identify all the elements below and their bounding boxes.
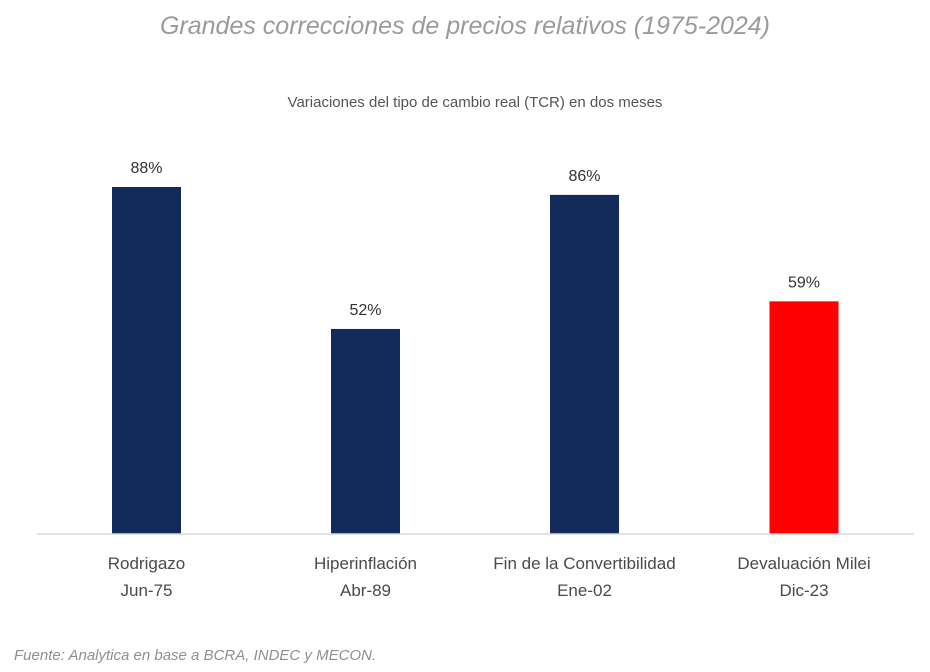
category-date-2: Abr-89	[340, 581, 391, 600]
bar-chart: Variaciones del tipo de cambio real (TCR…	[37, 94, 914, 600]
bar-1	[112, 187, 181, 534]
value-label-4: 59%	[788, 274, 820, 291]
category-label-3: Fin de la Convertibilidad	[493, 554, 675, 573]
bar-4	[769, 301, 839, 534]
category-date-4: Dic-23	[779, 581, 828, 600]
value-label-3: 86%	[568, 168, 600, 185]
category-label-1: Rodrigazo	[108, 554, 186, 573]
category-date-1: Jun-75	[121, 581, 173, 600]
value-label-2: 52%	[349, 302, 381, 319]
bar-2	[331, 328, 400, 534]
category-label-4: Devaluación Milei	[737, 554, 870, 573]
bars-layer	[112, 187, 839, 535]
category-label-2: Hiperinflación	[314, 554, 417, 573]
category-date-3: Ene-02	[557, 581, 612, 600]
bar-3	[550, 194, 619, 535]
page-title: Grandes correcciones de precios relativo…	[159, 12, 771, 40]
labels-layer: 88% Rodrigazo Jun-75 52% Hiperinflación Abr-8…	[108, 160, 871, 600]
value-label-1: 88%	[130, 160, 162, 177]
source-note: Fuente: Analytica en base a BCRA, INDEC …	[14, 647, 377, 664]
chart-subtitle: Variaciones del tipo de cambio real (TCR…	[288, 94, 663, 111]
